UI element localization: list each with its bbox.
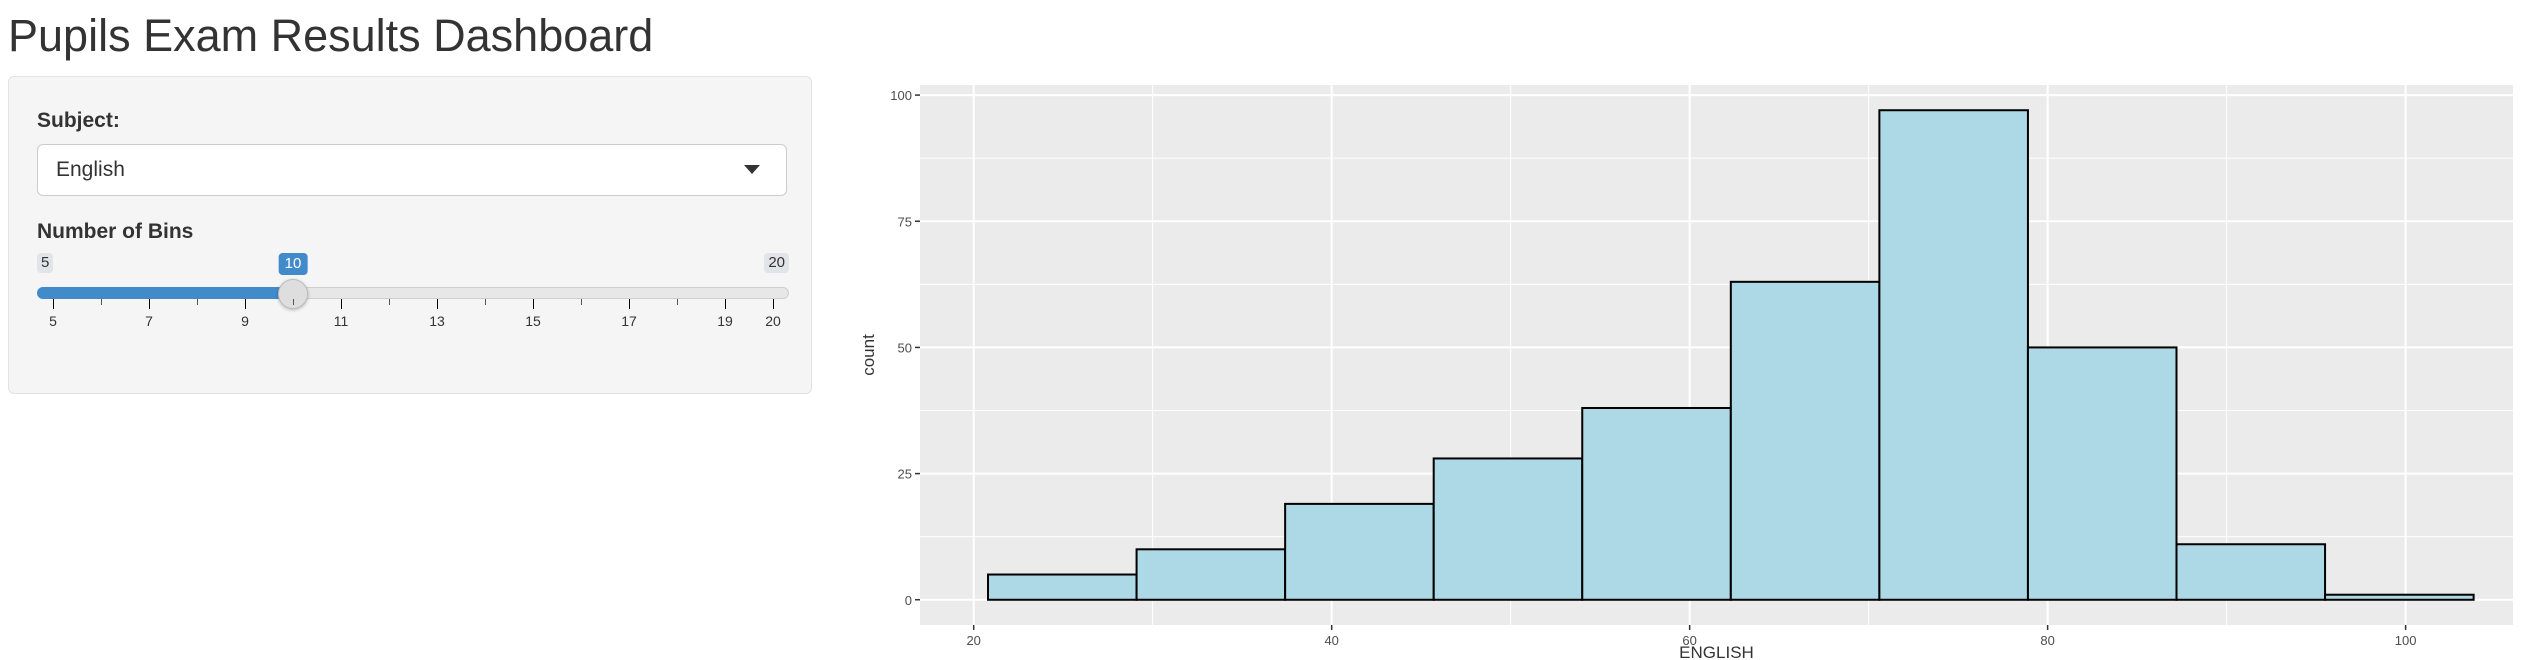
histogram-bar bbox=[1432, 457, 1584, 601]
histogram-bar bbox=[1284, 502, 1435, 601]
histogram-bar bbox=[2324, 593, 2475, 601]
slider-grid: 5 7 9 11 13 15 17 19 20 bbox=[37, 299, 789, 349]
histogram-bar bbox=[1135, 548, 1287, 601]
slider-tick-label: 5 bbox=[49, 313, 57, 329]
slider-tick bbox=[389, 299, 390, 305]
y-tick-label: 0 bbox=[905, 593, 912, 608]
slider-tick bbox=[533, 299, 534, 309]
sidebar-panel: Subject: English Number of Bins 5 20 10 … bbox=[8, 76, 812, 394]
y-tick-label: 25 bbox=[898, 467, 912, 482]
slider-tick bbox=[773, 299, 774, 309]
slider-tick-label: 13 bbox=[429, 313, 445, 329]
subject-select[interactable]: English bbox=[37, 144, 787, 196]
slider-tick bbox=[485, 299, 486, 305]
slider-tick bbox=[629, 299, 630, 309]
x-axis-title: ENGLISH bbox=[1679, 643, 1754, 660]
slider-tick bbox=[677, 299, 678, 305]
histogram-bar bbox=[1878, 109, 2029, 601]
slider-tick bbox=[581, 299, 582, 305]
slider-tick-label: 7 bbox=[145, 313, 153, 329]
slider-tick bbox=[197, 299, 198, 305]
bins-label: Number of Bins bbox=[37, 220, 194, 243]
slider-tick bbox=[293, 299, 294, 305]
subject-label: Subject: bbox=[37, 109, 120, 132]
x-tick-label: 80 bbox=[2040, 633, 2054, 648]
histogram-bar bbox=[1729, 280, 1881, 601]
slider-tick-label: 19 bbox=[717, 313, 733, 329]
histogram-bar bbox=[1581, 406, 1732, 601]
slider-fill bbox=[37, 287, 293, 299]
x-tick-label: 60 bbox=[1682, 633, 1696, 648]
histogram-bar bbox=[2026, 346, 2178, 601]
histogram-bar bbox=[2175, 543, 2327, 601]
x-tick-label: 100 bbox=[2395, 633, 2417, 648]
slider-tick bbox=[53, 299, 54, 309]
slider-handle[interactable] bbox=[278, 279, 308, 309]
x-tick-label: 20 bbox=[966, 633, 980, 648]
histogram-svg: 0 25 50 75 100 20 40 60 80 100 count ENGLISH bbox=[859, 85, 2513, 660]
slider-tick bbox=[725, 299, 726, 309]
y-tick-label: 100 bbox=[890, 88, 912, 103]
slider-tick bbox=[341, 299, 342, 309]
x-tick-label: 40 bbox=[1324, 633, 1338, 648]
y-axis-title: count bbox=[859, 334, 878, 376]
slider-tick-label: 17 bbox=[621, 313, 637, 329]
slider-tick bbox=[101, 299, 102, 305]
slider-tick-label: 11 bbox=[333, 313, 349, 329]
y-tick-label: 50 bbox=[898, 340, 912, 355]
slider-tick-label: 9 bbox=[241, 313, 249, 329]
slider-current-value: 10 bbox=[278, 253, 308, 275]
slider-tick bbox=[149, 299, 150, 309]
slider-max-label: 20 bbox=[764, 253, 789, 273]
slider-tick-label: 20 bbox=[765, 313, 781, 329]
y-tick-label: 75 bbox=[898, 214, 912, 229]
slider-tick bbox=[245, 299, 246, 309]
histogram-bar bbox=[987, 573, 1138, 601]
chevron-down-icon[interactable] bbox=[744, 165, 760, 174]
bins-slider[interactable]: 5 20 10 5 7 9 11 13 15 17 19 20 bbox=[37, 253, 789, 353]
slider-tick bbox=[437, 299, 438, 309]
slider-tick-label: 15 bbox=[525, 313, 541, 329]
histogram-chart: 0 25 50 75 100 20 40 60 80 100 count ENGLISH bbox=[850, 80, 2523, 660]
subject-select-value: English bbox=[56, 158, 125, 181]
slider-min-label: 5 bbox=[37, 253, 54, 273]
page-title: Pupils Exam Results Dashboard bbox=[8, 10, 654, 61]
